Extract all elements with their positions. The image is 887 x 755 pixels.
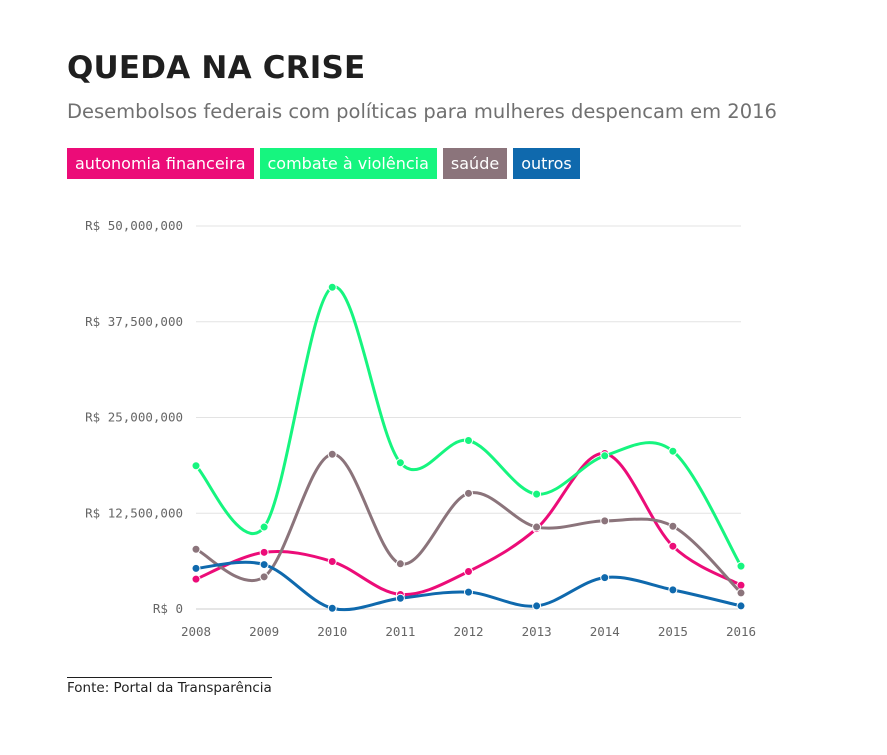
data-point[interactable] <box>600 451 610 461</box>
data-point[interactable] <box>668 521 678 531</box>
x-tick-label: 2014 <box>590 624 620 639</box>
data-point[interactable] <box>668 541 678 551</box>
data-point[interactable] <box>532 601 542 611</box>
data-point[interactable] <box>327 603 337 613</box>
data-point[interactable] <box>395 458 405 468</box>
x-tick-label: 2009 <box>249 624 279 639</box>
legend-item-outros[interactable]: outros <box>513 148 580 179</box>
legend: autonomia financeira combate à violência… <box>67 148 580 179</box>
data-point[interactable] <box>532 489 542 499</box>
data-point[interactable] <box>668 585 678 595</box>
x-tick-label: 2012 <box>453 624 483 639</box>
series-sa-de <box>191 449 746 598</box>
source-note: Fonte: Portal da Transparência <box>67 677 272 696</box>
data-point[interactable] <box>191 574 201 584</box>
y-tick-label: R$ 25,000,000 <box>85 410 183 425</box>
x-tick-label: 2013 <box>522 624 552 639</box>
x-tick-label: 2010 <box>317 624 347 639</box>
data-point[interactable] <box>327 557 337 567</box>
y-tick-label: R$ 12,500,000 <box>85 505 183 520</box>
x-tick-label: 2015 <box>658 624 688 639</box>
x-tick-label: 2016 <box>726 624 756 639</box>
data-point[interactable] <box>600 516 610 526</box>
data-point[interactable] <box>532 522 542 532</box>
series-autonomia-financeira <box>191 449 746 599</box>
data-point[interactable] <box>191 544 201 554</box>
x-tick-label: 2008 <box>181 624 211 639</box>
data-point[interactable] <box>736 588 746 598</box>
data-point[interactable] <box>600 573 610 583</box>
x-axis: 2008 2009 2010 2011 2012 2013 2014 2015 2016 <box>181 624 756 639</box>
legend-item-saude[interactable]: saúde <box>442 148 508 179</box>
y-tick-label: R$ 37,500,000 <box>85 314 183 329</box>
data-point[interactable] <box>259 522 269 532</box>
data-point[interactable] <box>327 282 337 292</box>
series-line <box>194 285 743 568</box>
series-group <box>191 282 746 613</box>
data-point[interactable] <box>464 566 473 576</box>
data-point[interactable] <box>736 561 746 571</box>
data-point[interactable] <box>736 601 746 611</box>
chart-title: QUEDA NA CRISE <box>67 50 366 86</box>
y-tick-label: R$ 0 <box>153 601 183 616</box>
data-point[interactable] <box>191 461 201 471</box>
series-outros <box>191 560 746 613</box>
data-point[interactable] <box>395 593 405 603</box>
data-point[interactable] <box>464 488 473 498</box>
data-point[interactable] <box>464 435 473 445</box>
data-point[interactable] <box>191 563 201 573</box>
data-point[interactable] <box>464 587 473 597</box>
data-point[interactable] <box>327 449 337 459</box>
series-line <box>194 452 743 595</box>
data-point[interactable] <box>395 559 405 569</box>
legend-item-combate-violencia[interactable]: combate à violência <box>259 148 437 179</box>
data-point[interactable] <box>259 547 269 557</box>
data-point[interactable] <box>259 560 269 570</box>
legend-item-autonomia-financeira[interactable]: autonomia financeira <box>67 148 254 179</box>
data-point[interactable] <box>259 572 269 582</box>
data-point[interactable] <box>668 446 678 456</box>
series-line <box>194 452 743 596</box>
series-combate-viol-ncia <box>191 282 746 571</box>
y-axis: R$ 0 R$ 12,500,000 R$ 25,000,000 R$ 37,500,… <box>85 218 183 616</box>
y-tick-label: R$ 50,000,000 <box>85 218 183 233</box>
x-tick-label: 2011 <box>385 624 415 639</box>
chart-subtitle: Desembolsos federais com políticas para … <box>67 100 777 123</box>
